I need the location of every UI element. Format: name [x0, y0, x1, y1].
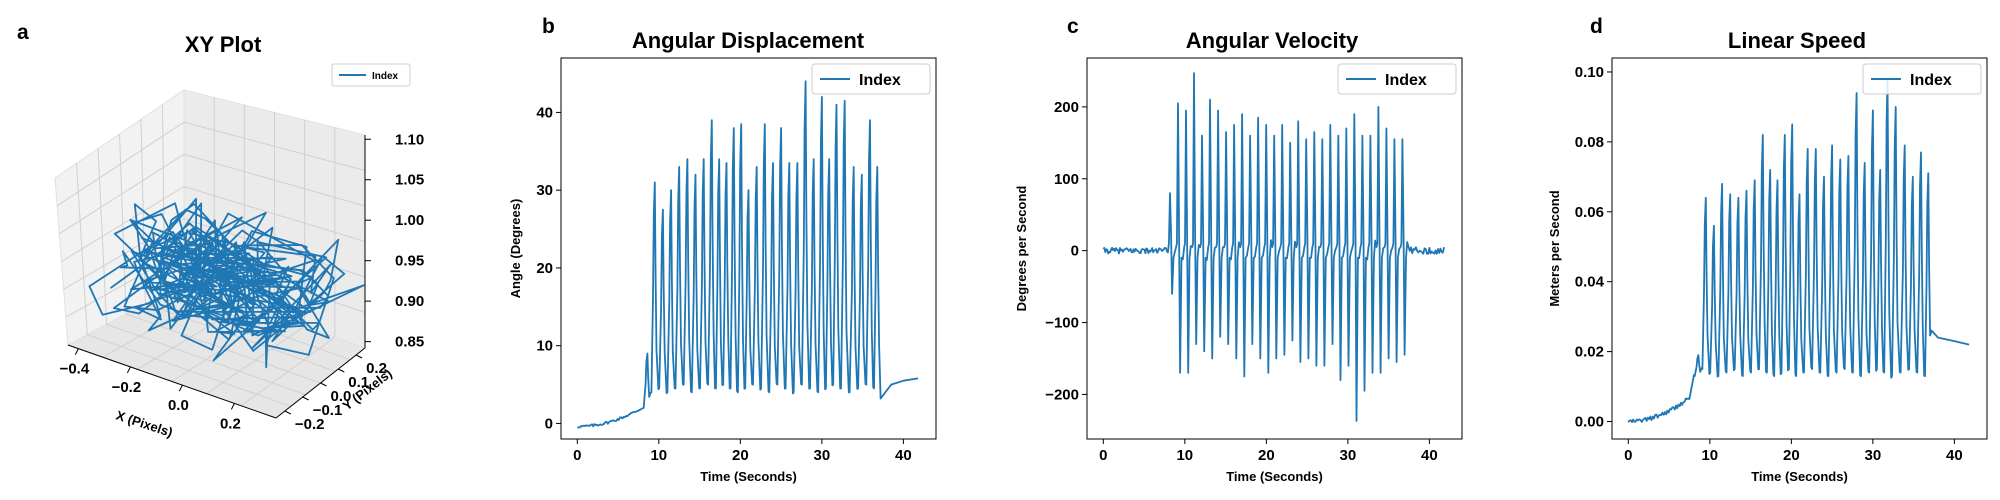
- x-tick-label: 40: [895, 447, 912, 464]
- x-tick-label: 10: [1176, 447, 1193, 464]
- x-axis-label: Time (Seconds): [1226, 469, 1323, 484]
- x-axis-label: Time (Seconds): [1751, 469, 1848, 484]
- panel-letter-d: d: [1590, 15, 1603, 38]
- y-tick-label: 0.2: [366, 360, 387, 377]
- panel-letter-a: a: [17, 21, 29, 44]
- chart-title-a: XY Plot: [185, 32, 262, 57]
- chart-title-d: Linear Speed: [1728, 28, 1866, 53]
- x-axis-label: Time (Seconds): [700, 469, 797, 484]
- linear-speed-chart: 0 10 20 30 40 0.00 0.02 0.04 0.06 0.08 0.10 Time (S…: [1547, 57, 1988, 484]
- z-tick-label: 0.85: [395, 334, 424, 351]
- x-tick-label: 0: [573, 447, 581, 464]
- y-tick-label: 0.06: [1575, 204, 1604, 221]
- y-tick-label: 10: [536, 338, 553, 355]
- legend-label: Index: [859, 72, 901, 89]
- legend-label: Index: [1385, 72, 1427, 89]
- y-tick-mark: [355, 354, 363, 359]
- angular-displacement-chart: 0 10 20 30 40 0 10 20 30 40 Time (Seconds) Angle (D…: [508, 57, 937, 484]
- x-tick-mark: [230, 403, 235, 410]
- legend-box: [1862, 63, 1982, 95]
- grid-line: [56, 121, 366, 207]
- z-tick-label: 1.00: [395, 212, 424, 229]
- x-tick-label: 30: [814, 447, 831, 464]
- y-axis-label: Meters per Second: [1547, 190, 1562, 306]
- x-tick-label: 10: [1701, 447, 1718, 464]
- panel-letter-b: b: [542, 15, 555, 38]
- y-tick-label: −0.1: [313, 402, 343, 419]
- y-tick-label: −100: [1045, 315, 1079, 332]
- y-tick-label: 200: [1054, 99, 1079, 116]
- series-line-index: [1627, 78, 1970, 423]
- y-tick-label: 40: [536, 104, 553, 121]
- x-tick-label: 0.2: [220, 415, 241, 432]
- x-tick-label: 0.0: [168, 397, 189, 414]
- z-tick-label: 0.90: [395, 293, 424, 310]
- y-tick-label: 0: [545, 415, 553, 432]
- series-line-index-3d: [88, 197, 365, 369]
- y-tick-mark: [284, 410, 292, 415]
- y-tick-label: 0.08: [1575, 134, 1604, 151]
- legend-box: [1337, 63, 1457, 95]
- grid-line: [241, 127, 336, 407]
- x-tick-label: −0.2: [112, 379, 142, 396]
- y-tick-mark: [320, 382, 327, 387]
- x-tick-mark: [178, 384, 183, 392]
- y-tick-label: −200: [1045, 386, 1079, 403]
- xy-plot-3d: −0.4−0.20.00.2X (Pixels) −0.2−0.10.00.10.…: [54, 63, 424, 440]
- series-line-index: [577, 80, 919, 429]
- x-tick-label: 20: [1258, 447, 1275, 464]
- y-tick-label: 0.00: [1575, 414, 1604, 431]
- legend-box: [811, 63, 931, 95]
- y-tick-label: 0.1: [348, 374, 369, 391]
- x-tick-label: 40: [1421, 447, 1438, 464]
- z-tick-label: 1.10: [395, 131, 424, 148]
- y-tick-label: 0.10: [1575, 64, 1604, 81]
- legend-label: Index: [372, 71, 399, 82]
- y-tick-label: 0.0: [331, 388, 352, 405]
- y-tick-label: 100: [1054, 171, 1079, 188]
- y-tick-label: 0.02: [1575, 344, 1604, 361]
- legend-box: [331, 63, 411, 87]
- y-tick-label: 0.04: [1575, 274, 1605, 291]
- y-axis-label: Degrees per Second: [1014, 186, 1029, 312]
- y-axis-label: Angle (Degrees): [508, 199, 523, 299]
- y-tick-label: 20: [536, 260, 553, 277]
- chart-title-c: Angular Velocity: [1186, 28, 1359, 53]
- x-tick-mark: [74, 348, 79, 355]
- series-line-index: [1102, 72, 1445, 422]
- x-axis-line: [67, 344, 277, 419]
- x-tick-label: 20: [732, 447, 749, 464]
- x-axis-label: X (Pixels): [114, 408, 174, 440]
- y-tick-label: 0: [1071, 243, 1079, 260]
- x-tick-label: −0.4: [60, 361, 90, 378]
- x-tick-label: 40: [1946, 447, 1963, 464]
- chart-title-b: Angular Displacement: [632, 28, 865, 53]
- y-tick-mark: [338, 368, 345, 373]
- angular-velocity-chart: 0 10 20 30 40 −200 −100 0 100 200 Time (Seconds) De…: [1014, 57, 1463, 484]
- x-tick-label: 0: [1099, 447, 1107, 464]
- x-tick-label: 30: [1865, 447, 1882, 464]
- x-tick-label: 20: [1783, 447, 1800, 464]
- x-tick-label: 10: [650, 447, 667, 464]
- panel-letter-c: c: [1067, 15, 1079, 38]
- y-tick-mark: [302, 396, 309, 401]
- legend-label: Index: [1910, 72, 1952, 89]
- grid-line: [59, 153, 366, 235]
- x-tick-mark: [126, 366, 131, 374]
- y-tick-label: −0.2: [295, 416, 325, 433]
- y-tick-label: 30: [536, 182, 553, 199]
- x-tick-label: 30: [1340, 447, 1357, 464]
- z-tick-label: 0.95: [395, 253, 424, 270]
- x-tick-label: 0: [1624, 447, 1632, 464]
- z-tick-label: 1.05: [395, 172, 424, 189]
